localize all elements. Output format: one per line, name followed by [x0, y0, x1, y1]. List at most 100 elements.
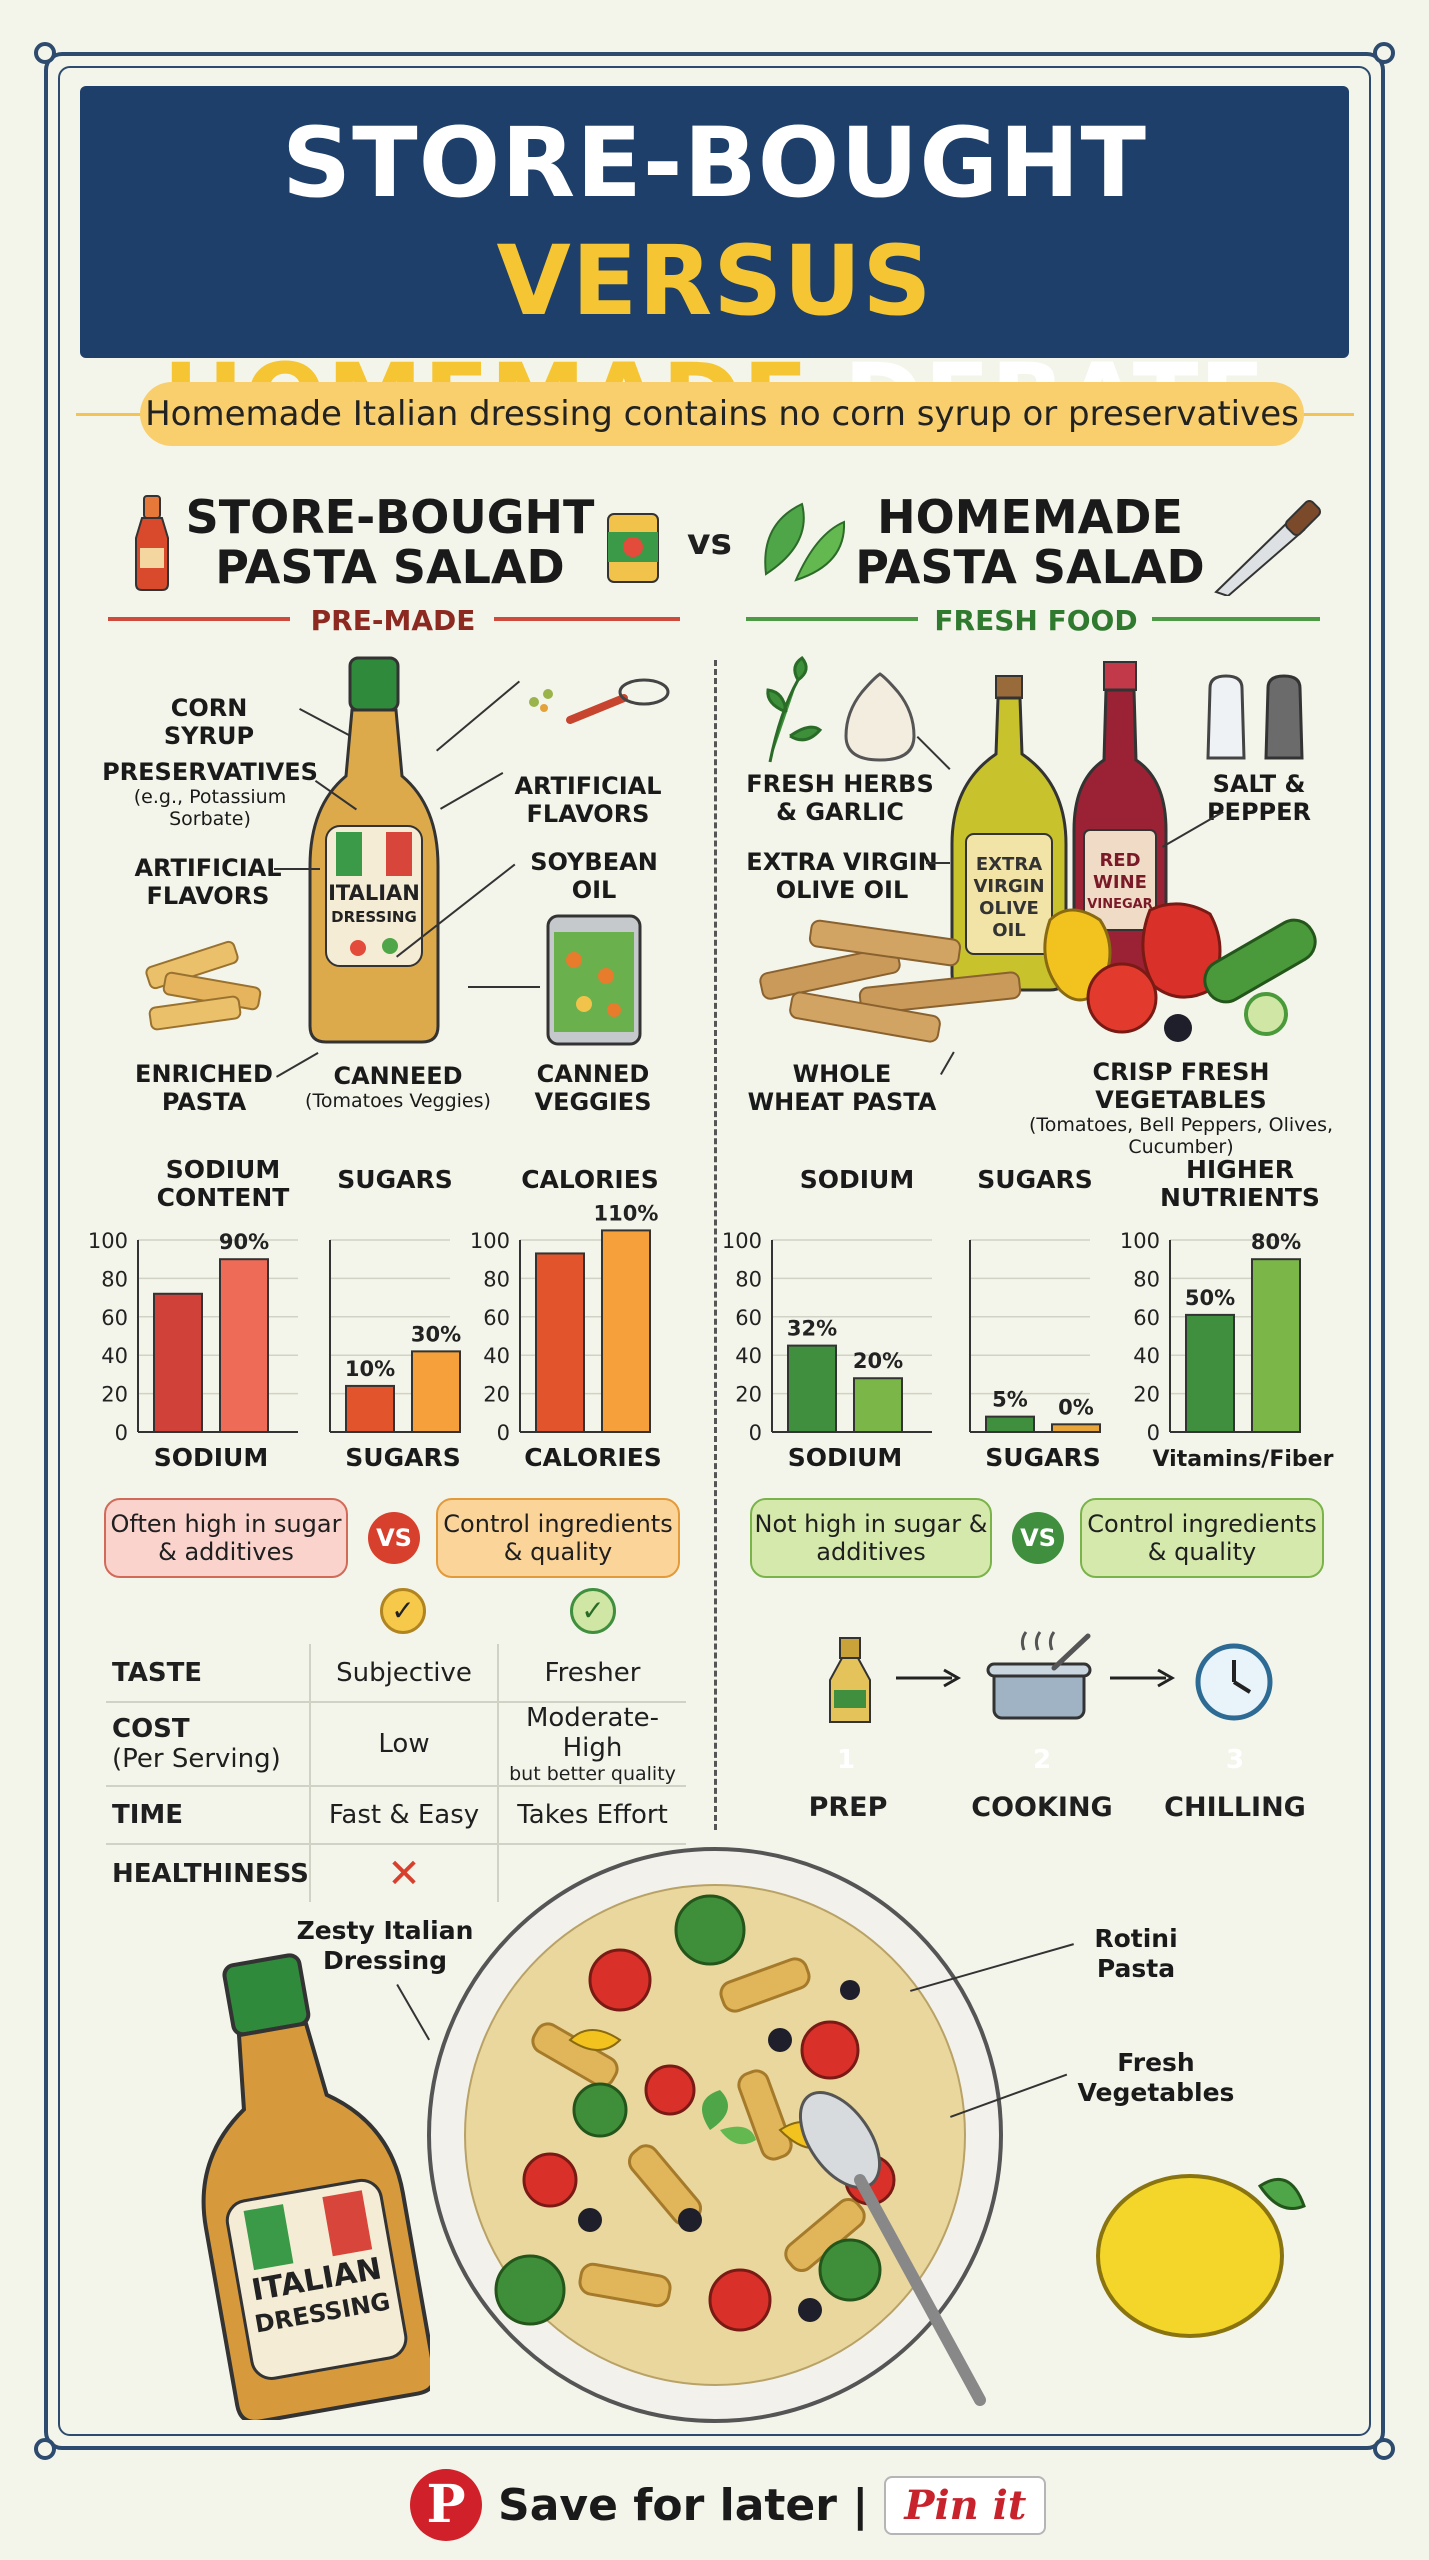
chart-bar [219, 1258, 269, 1433]
dressing-bottle-icon [829, 1637, 871, 1723]
pin-it-button[interactable]: Pin it [884, 2475, 1047, 2535]
title-line-1: STORE-BOUGHT VERSUS [80, 104, 1349, 340]
svg-text:VINEGAR: VINEGAR [1087, 897, 1152, 912]
whisk-and-peas-icon [529, 678, 670, 724]
table-key: TIME [106, 1786, 310, 1845]
y-tick-label: 20 [1133, 1383, 1160, 1407]
subtitle-rule [76, 413, 146, 416]
bar-data-label: 5% [992, 1388, 1028, 1412]
section-rule [1152, 617, 1320, 621]
soybean-oil-label: SOYBEAN OIL [530, 848, 658, 904]
frame-corner-ornament [1373, 2438, 1395, 2460]
section-rule [746, 617, 918, 621]
table-cell-note: but better quality [509, 1763, 676, 1785]
table-cell: Fresher [497, 1644, 686, 1703]
table-cell: Low [309, 1702, 498, 1787]
y-tick-label: 60 [483, 1306, 510, 1330]
chart-title: CALORIES [521, 1165, 659, 1194]
chart-title: SUGARS [337, 1165, 452, 1194]
table-key: TASTE [106, 1644, 310, 1703]
right-header-line: PASTA SALAD [855, 540, 1205, 594]
outer-frame [44, 52, 1385, 2450]
title-banner: STORE-BOUGHT VERSUS HOMEMADE DEBATE [80, 86, 1349, 455]
y-tick-label: 80 [1133, 1267, 1160, 1291]
y-tick-label: 40 [101, 1344, 128, 1368]
chart-bar [1251, 1258, 1301, 1433]
vs-badge-left: VS [368, 1512, 420, 1564]
y-tick-label: 20 [483, 1383, 510, 1407]
arrow-right-icon [1110, 1668, 1176, 1688]
y-tick-label: 40 [483, 1344, 510, 1368]
subtitle-rule [1298, 413, 1354, 416]
section-rule [494, 617, 680, 621]
bar-data-label: 10% [345, 1357, 395, 1381]
y-tick-label: 80 [101, 1267, 128, 1291]
frame-corner-ornament [1373, 42, 1395, 64]
leader-line [468, 986, 540, 988]
crisp-vegetables-label: CRISP FRESH VEGETABLES (Tomatoes, Bell P… [1016, 1058, 1346, 1158]
step-label: CHILLING [1164, 1792, 1306, 1823]
y-tick-label: 100 [88, 1229, 128, 1253]
artificial-flavors-left-label: ARTIFICIAL FLAVORS [134, 854, 282, 910]
herbs-garlic-label: FRESH HERBS & GARLIC [746, 770, 934, 826]
preservatives-label: PRESERVATIVES (e.g., Potassium Sorbate) [100, 758, 320, 830]
y-tick-label: 40 [1133, 1344, 1160, 1368]
chart-title: HIGHER [1186, 1155, 1294, 1184]
vs-badge-right: VS [1012, 1512, 1064, 1564]
left-header-line: PASTA SALAD [215, 540, 565, 594]
table-row: TASTE Subjective Fresher [106, 1644, 686, 1703]
frame-corner-ornament [34, 2438, 56, 2460]
y-tick-label: 80 [483, 1267, 510, 1291]
x-axis-label: SUGARS [985, 1443, 1100, 1472]
title-word: STORE-BOUGHT [282, 107, 1147, 219]
subtitle: Homemade Italian dressing contains no co… [140, 382, 1304, 446]
chart-bar [153, 1292, 203, 1433]
y-tick-label: 100 [1120, 1229, 1160, 1253]
olive-oil-bottle-icon: EXTRA VIRGIN OLIVE OIL [950, 675, 1068, 992]
leader-line [274, 868, 320, 870]
whole-wheat-pasta-label: WHOLE WHEAT PASTA [747, 1060, 937, 1116]
arrow-right-icon [896, 1668, 962, 1688]
pinterest-logo-icon[interactable]: P [410, 2469, 482, 2541]
svg-text:WINE: WINE [1093, 872, 1147, 893]
bar-data-label: 0% [1058, 1395, 1094, 1419]
step-label: PREP [808, 1792, 888, 1823]
left-section-label: PRE-MADE [310, 604, 476, 637]
chart-bar [345, 1384, 395, 1433]
y-tick-label: 0 [1147, 1421, 1160, 1445]
vs-label: vs [687, 522, 732, 563]
canneed-text: CANNEED [333, 1062, 463, 1090]
chart-bar [787, 1344, 837, 1434]
canned-veggies-icon [546, 914, 642, 1046]
svg-text:OLIVE: OLIVE [979, 898, 1039, 919]
chart-title: SODIUM [166, 1155, 281, 1184]
salt-pepper-label: SALT & PEPPER [1206, 770, 1312, 826]
chart-title: CONTENT [157, 1183, 290, 1212]
lemon-icon [1096, 2174, 1306, 2338]
crisp-veg-note: (Tomatoes, Bell Peppers, Olives, Cucumbe… [1028, 1114, 1334, 1158]
artificial-flavors-right-label: ARTIFICIAL FLAVORS [514, 772, 662, 828]
bottle-label-text: ITALIAN [328, 881, 420, 905]
often-high-callout: Often high in sugar & additives [104, 1498, 348, 1578]
fresh-vegetables-icon [1043, 902, 1317, 1042]
basil-leaves-icon [764, 502, 846, 582]
chart-title: SUGARS [977, 1165, 1092, 1194]
title-word: VERSUS [496, 225, 933, 337]
step-bar-chilling: 3 [1225, 1745, 1245, 1775]
bar-data-label: 30% [411, 1322, 461, 1346]
svg-text:RED: RED [1099, 850, 1140, 871]
italian-dressing-bottle-large-icon: ITALIAN DRESSING [201, 1953, 430, 2420]
bar-data-label: 50% [1185, 1286, 1235, 1310]
chart-bar [535, 1252, 585, 1433]
canneed-label: CANNEED (Tomatoes Veggies) [288, 1062, 508, 1112]
chart-bar [985, 1415, 1035, 1434]
enriched-pasta-label: ENRICHED PASTA [135, 1060, 273, 1116]
table-cell: Moderate-High but better quality [497, 1702, 686, 1787]
svg-text:OIL: OIL [992, 920, 1025, 941]
center-divider [714, 660, 717, 1830]
table-key-text: COST [112, 1714, 190, 1744]
save-for-later-text: Save for later | [498, 2479, 869, 2531]
control-callout-left: Control ingredients & quality [436, 1498, 680, 1578]
y-tick-label: 40 [735, 1344, 762, 1368]
